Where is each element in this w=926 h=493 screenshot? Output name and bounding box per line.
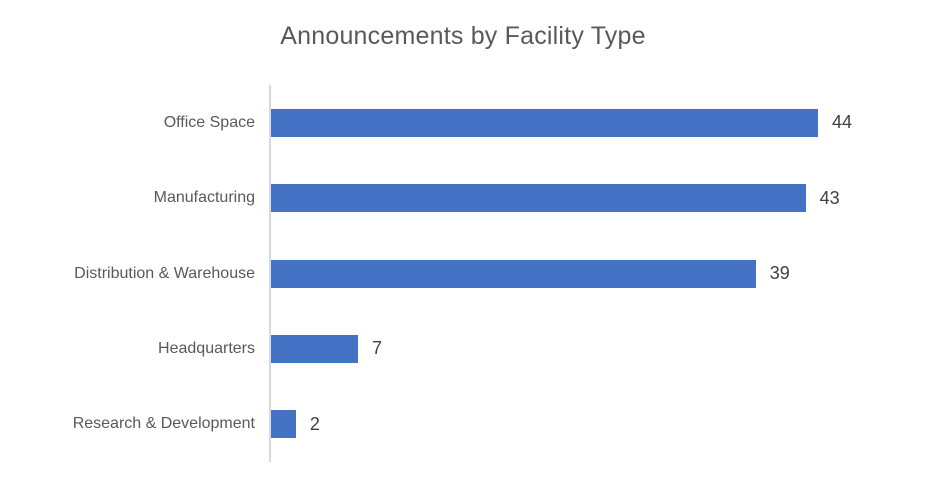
- bar: [271, 410, 296, 439]
- value-label: 7: [372, 338, 383, 359]
- value-label: 39: [769, 263, 790, 284]
- bar-row: Distribution & Warehouse 39: [0, 236, 926, 311]
- bar-row: Office Space 44: [0, 85, 926, 160]
- value-label: 43: [819, 187, 840, 208]
- bar: [271, 334, 358, 363]
- bar: [271, 108, 818, 137]
- y-axis-line: [269, 85, 271, 462]
- bar: [271, 184, 806, 213]
- bar: [271, 259, 756, 288]
- bar-row: Headquarters 7: [0, 311, 926, 386]
- category-label: Research & Development: [72, 415, 255, 433]
- bar-row: Research & Development 2: [0, 387, 926, 462]
- bar-row: Manufacturing 43: [0, 160, 926, 235]
- chart-title: Announcements by Facility Type: [280, 22, 646, 50]
- bar-rows: Office Space 44 Manufacturing 43 Distributio…: [0, 85, 926, 462]
- category-label: Distribution & Warehouse: [74, 264, 255, 282]
- category-label: Office Space: [163, 113, 255, 131]
- category-label: Headquarters: [158, 339, 255, 357]
- category-label: Manufacturing: [153, 189, 255, 207]
- value-label: 44: [832, 112, 853, 133]
- value-label: 2: [309, 413, 320, 434]
- plot-area: Office Space 44 Manufacturing 43 Distributio…: [0, 85, 926, 462]
